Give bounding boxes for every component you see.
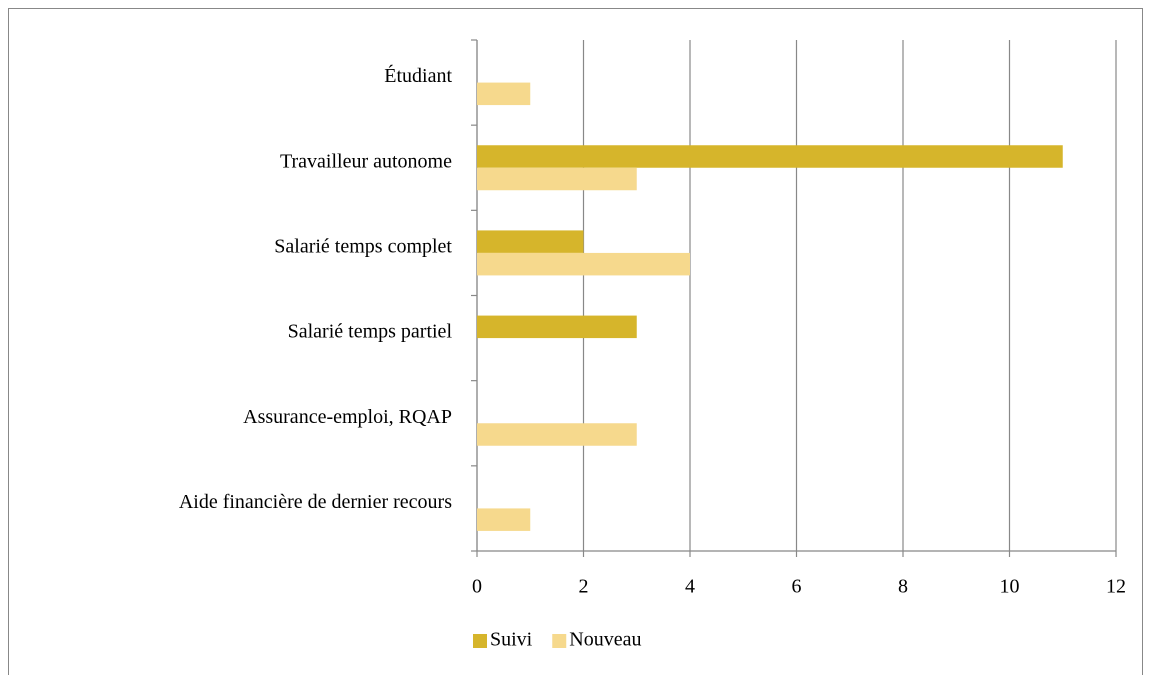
bar	[477, 82, 531, 106]
bar	[477, 423, 637, 446]
x-tick-label: 12	[1106, 576, 1126, 598]
legend-label: Suivi	[490, 629, 533, 651]
y-tick-label: Aide financière de dernier recours	[179, 491, 452, 513]
y-tick-label: Assurance-emploi, RQAP	[243, 406, 452, 428]
legend-label: Nouveau	[569, 629, 641, 651]
y-tick-label: Salarié temps partiel	[288, 321, 453, 343]
bar	[477, 252, 690, 276]
legend-swatch	[473, 634, 487, 648]
chart-frame	[8, 8, 1143, 675]
bar	[477, 508, 531, 531]
y-tick-label: Travailleur autonome	[280, 150, 452, 172]
legend-swatch	[552, 634, 567, 648]
bar	[477, 230, 584, 253]
x-tick-label: 0	[472, 576, 482, 598]
bar	[477, 315, 637, 339]
x-tick-label: 8	[898, 576, 908, 598]
y-tick-label: Étudiant	[384, 64, 452, 87]
y-tick-label: Salarié temps complet	[274, 236, 452, 258]
x-tick-label: 2	[579, 576, 589, 598]
x-tick-label: 4	[685, 576, 695, 598]
x-tick-label: 10	[1000, 576, 1020, 598]
x-tick-label: 6	[792, 576, 802, 598]
bar	[477, 145, 1063, 168]
bar	[477, 167, 637, 191]
